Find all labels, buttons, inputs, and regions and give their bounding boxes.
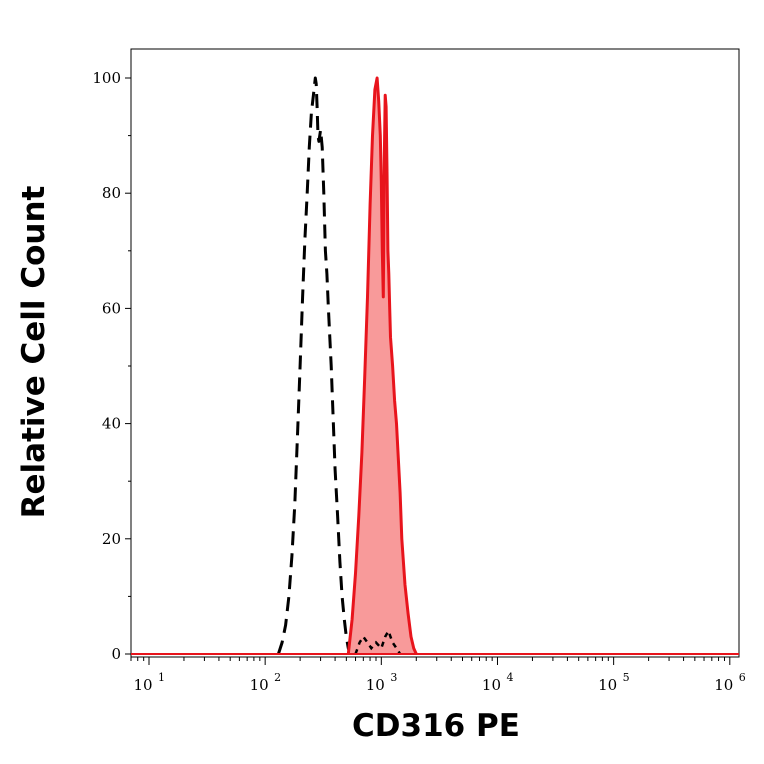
- x-axis: 10 1 10 2 10 3 10 4 10 5 10 6: [130, 657, 746, 694]
- x-tick-label: 10: [250, 676, 269, 694]
- x-tick-label: 10: [366, 676, 385, 694]
- series-group: [276, 76, 418, 655]
- y-tick-label: 100: [92, 69, 121, 87]
- y-axis-label: Relative Cell Count: [16, 185, 52, 519]
- y-axis: 0 20 40 60 80 100: [92, 69, 131, 663]
- x-tick-label: 10: [714, 676, 733, 694]
- y-tick-label: 40: [102, 415, 121, 433]
- x-tick-label: 10: [133, 676, 152, 694]
- control-histogram-tail: [354, 628, 402, 655]
- y-tick-label: 60: [102, 299, 121, 317]
- y-tick-label: 20: [102, 530, 121, 548]
- y-tick-label: 0: [111, 645, 121, 663]
- x-tick-label: 10: [598, 676, 617, 694]
- x-axis-label: CD316 PE: [352, 708, 520, 744]
- x-tick-exponent: 3: [390, 671, 397, 684]
- plot-frame: [130, 48, 740, 658]
- x-tick-exponent: 1: [158, 671, 165, 684]
- x-tick-exponent: 6: [739, 671, 746, 684]
- x-tick-exponent: 2: [274, 671, 281, 684]
- filled-histogram-outline: [346, 76, 418, 655]
- control-histogram-outline: [276, 76, 352, 655]
- y-tick-label: 80: [102, 184, 121, 202]
- x-tick-exponent: 5: [623, 671, 630, 684]
- x-tick-exponent: 4: [506, 671, 513, 684]
- x-tick-label: 10: [482, 676, 501, 694]
